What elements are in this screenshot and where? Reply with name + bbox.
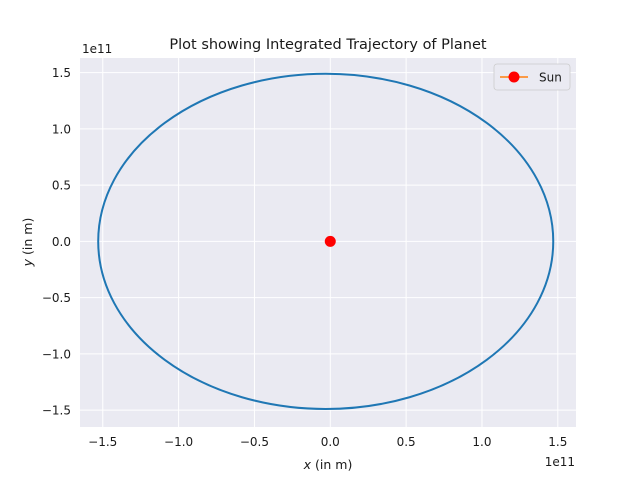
legend-sun-label: Sun <box>539 71 562 85</box>
x-offset-text: 1e11 <box>545 455 575 469</box>
x-tick-label: −1.0 <box>164 435 193 449</box>
legend: Sun <box>493 63 571 91</box>
x-tick-label: −1.5 <box>88 435 117 449</box>
x-axis-label: x (in m) <box>303 457 353 472</box>
y-tick-label: −1.0 <box>42 347 71 361</box>
y-tick-label: 0.5 <box>52 179 71 193</box>
y-axis-label-unit: (in m) <box>20 218 35 259</box>
orbit-trajectory-line <box>97 72 555 410</box>
y-tick-label: −0.5 <box>42 291 71 305</box>
y-offset-text: 1e11 <box>82 42 112 56</box>
x-tick-label: 1.0 <box>472 435 491 449</box>
x-tick-label: 0.0 <box>321 435 340 449</box>
y-axis-label-var: y <box>20 258 35 267</box>
sun-point <box>324 235 336 247</box>
x-tick-label: −0.5 <box>240 435 269 449</box>
legend-sun-marker <box>508 71 520 83</box>
x-tick-label: 0.5 <box>397 435 416 449</box>
y-tick-label: 1.5 <box>52 66 71 80</box>
x-tick-label: 1.5 <box>548 435 567 449</box>
y-tick-labels: −1.5 −1.0 −0.5 0.0 0.5 1.0 1.5 <box>42 66 71 418</box>
legend-box <box>493 63 571 91</box>
y-axis-label: y (in m) <box>20 218 35 268</box>
y-tick-label: 1.0 <box>52 122 71 136</box>
y-tick-label: 0.0 <box>52 235 71 249</box>
chart-title: Plot showing Integrated Trajectory of Pl… <box>169 37 487 53</box>
y-tick-label: −1.5 <box>42 404 71 418</box>
x-axis-label-unit: (in m) <box>311 457 352 472</box>
x-tick-labels: −1.5 −1.0 −0.5 0.0 0.5 1.0 1.5 <box>88 435 567 449</box>
x-axis-label-var: x <box>303 457 312 472</box>
data-series <box>97 72 555 410</box>
